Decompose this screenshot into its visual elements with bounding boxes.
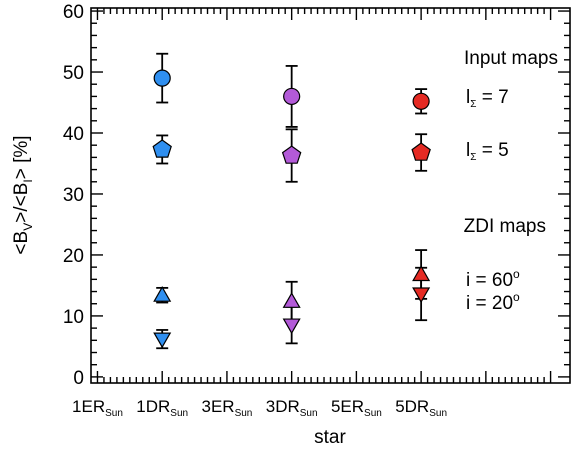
triangle-up-marker [412, 265, 431, 282]
legend-input-heading: Input maps [464, 48, 558, 69]
legend-zdi-entry: i = 60o [466, 267, 520, 291]
y-tick-label: 30 [63, 185, 84, 206]
y-axis-label: <BV>/<BI> [%] [11, 135, 35, 254]
x-axis-label: star [314, 427, 346, 448]
circle-marker [412, 92, 430, 110]
legend-input-entry: lΣ = 5 [466, 140, 509, 163]
y-tick-label: 40 [63, 124, 84, 145]
triangle-down-marker [412, 287, 431, 304]
x-tick-label: 5ERSun [331, 397, 382, 419]
circle-marker [283, 87, 301, 106]
axis-ticks [91, 8, 570, 383]
pentagon-marker [411, 142, 431, 161]
x-tick-labels: 1ERSun 1DRSun 3ERSun 3DRSun 5ERSun 5DRSun [72, 397, 447, 419]
y-tick-labels: 0 10 20 30 40 50 60 [63, 2, 84, 389]
pentagon-marker [152, 139, 172, 158]
legend-zdi-entry: i = 20o [466, 290, 520, 314]
triangle-up-marker [153, 285, 172, 302]
x-tick-label: 5DRSun [395, 397, 447, 419]
y-tick-label: 20 [63, 246, 84, 267]
y-tick-label: 50 [63, 63, 84, 84]
triangle-down-marker [282, 318, 301, 335]
y-tick-label: 0 [73, 368, 84, 389]
x-tick-label: 3DRSun [266, 397, 318, 419]
legend: Input maps ZDI maps lΣ = 7 lΣ = 5 i = 60oi… [464, 48, 558, 314]
x-tick-label: 3ERSun [201, 397, 252, 419]
x-tick-label: 1ERSun [72, 397, 123, 419]
x-tick-label: 1DRSun [136, 397, 188, 419]
legend-zdi-heading: ZDI maps [464, 216, 546, 237]
y-tick-label: 60 [63, 2, 84, 23]
legend-input-entry: lΣ = 7 [466, 87, 509, 110]
data-points [152, 69, 431, 349]
circle-marker [153, 69, 171, 87]
triangle-up-marker [282, 292, 301, 308]
pentagon-marker [281, 145, 302, 164]
triangle-down-marker [153, 332, 172, 349]
y-tick-label: 10 [63, 307, 84, 328]
